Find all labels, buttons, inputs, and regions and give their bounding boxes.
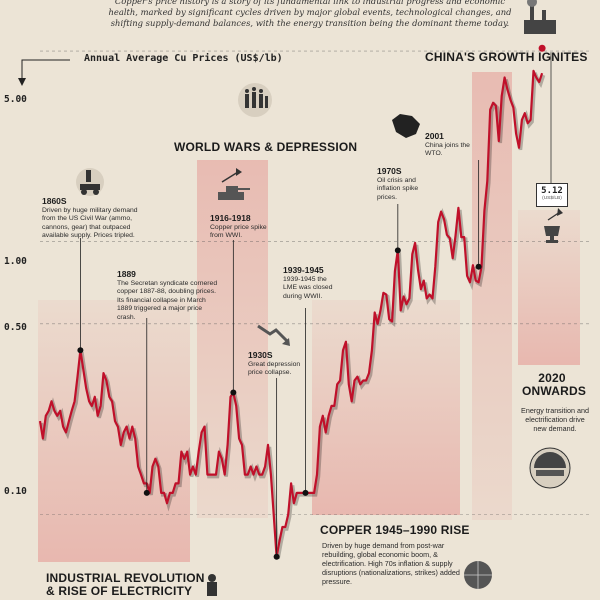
chart-title: Annual Average Cu Prices (US$/lb) [84,53,283,64]
tank-icon [218,168,250,200]
marker-1916 [230,389,237,396]
trophy-icon [544,208,563,243]
event-markers [77,160,482,560]
era-2020-title: 2020 ONWARDS [522,371,587,398]
marker-1930s [273,553,280,560]
marker-1860s [77,347,84,354]
y-tick-1: 1.00 [4,256,27,267]
price-line-shadow [39,72,546,560]
factory-icon [524,0,556,34]
cannon-soldier-icon [76,168,104,196]
era-wars-title: WORLD WARS & DEPRESSION [174,140,358,154]
band-china [472,72,512,520]
latest-value-box: 5.12 (US$/LB) [536,183,568,207]
soldiers-icon [238,83,272,117]
band-copper4590 [312,300,460,515]
era-2020-desc: Energy transition and electrification dr… [521,406,589,433]
band-wars [197,160,268,518]
marker-2001 [475,263,482,270]
era-china-title: CHINA'S GROWTH IGNITES [425,50,588,64]
event-1860s-desc: Driven by huge military demand from the … [42,207,138,240]
marker-1970s [394,247,401,254]
y-tick-0-5: 0.50 [4,322,27,333]
event-1916-title: 1916-1918 [210,213,251,223]
event-1930s-desc: Great depression price collapse. [248,361,301,377]
era-copper4590-desc: Driven by huge demand from post-war rebu… [322,541,460,586]
event-2001-desc: China joins the WTO. [425,142,470,158]
y-tick-0-1: 0.10 [4,486,27,497]
y-tick-5: 5.00 [4,94,27,105]
era-copper4590-title: COPPER 1945–1990 RISE [320,523,470,537]
energy-transition-icon [529,447,571,489]
event-1970s-title: 1970S [377,166,402,176]
marker-1889 [143,489,150,496]
era-industrial-title: INDUSTRIAL REVOLUTION & RISE OF ELECTRIC… [46,571,205,598]
event-1939-desc: 1939-1945 the LME was closed during WWII… [283,276,333,300]
intro-text: Copper's price history is a story of its… [108,0,512,28]
globe-icon [464,561,492,589]
price-line [38,69,544,558]
worker-icon [207,574,217,596]
latest-point [538,44,546,52]
event-2001-title: 2001 [425,131,444,141]
event-1889-title: 1889 [117,269,136,279]
grid-lines [40,50,590,515]
event-1860s-title: 1860S [42,196,67,206]
latest-value-unit: (US$/LB) [542,196,562,201]
china-map-icon [392,114,420,138]
illustration-icons [18,0,571,596]
event-1939-title: 1939-1945 [283,265,324,275]
event-1930s-title: 1930S [248,350,273,360]
down-arrow-icon [257,324,290,344]
marker-1939 [302,489,309,496]
title-arrow-icon [21,59,70,82]
event-1916-desc: Copper price spike from WWI. [210,224,267,240]
latest-value: 5.12 [541,186,563,196]
band-industrial [38,300,190,562]
event-1970s-desc: Oil crisis and inflation spike prices. [377,177,419,201]
price-line-group [38,44,552,560]
event-1889-desc: The Secretan syndicate cornered copper 1… [117,280,218,321]
era-bands [38,72,580,562]
